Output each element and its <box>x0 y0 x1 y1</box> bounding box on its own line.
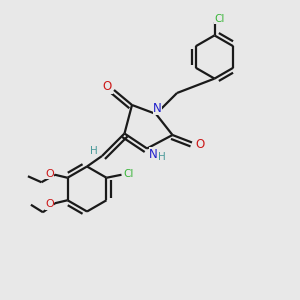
Text: O: O <box>45 199 54 209</box>
Text: H: H <box>158 152 166 163</box>
Text: H: H <box>90 146 98 157</box>
Text: Cl: Cl <box>123 169 133 179</box>
Text: Cl: Cl <box>215 14 225 24</box>
Text: O: O <box>195 137 204 151</box>
Text: O: O <box>103 80 112 94</box>
Text: N: N <box>149 148 158 161</box>
Text: N: N <box>153 101 162 115</box>
Text: O: O <box>45 169 54 179</box>
